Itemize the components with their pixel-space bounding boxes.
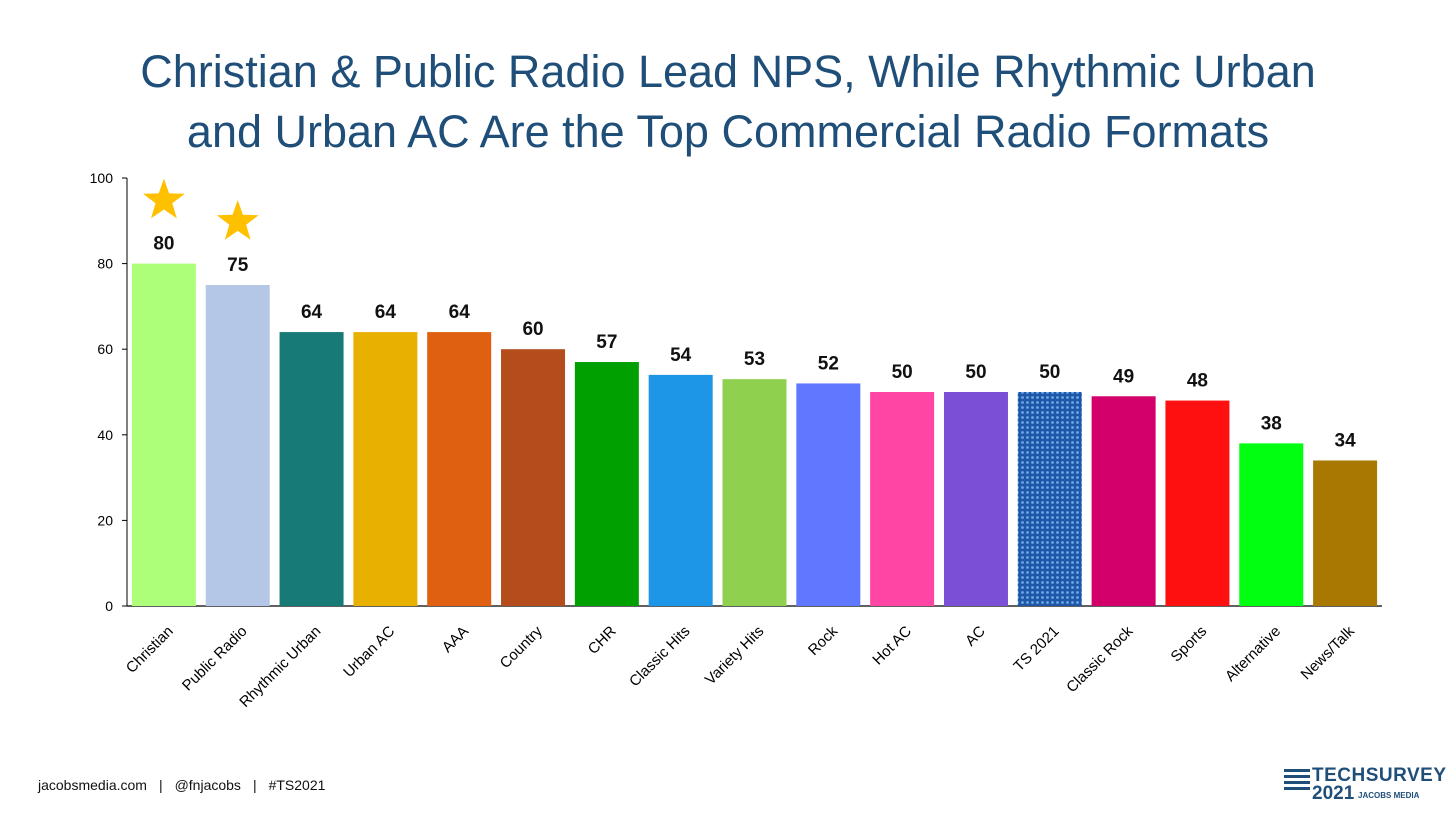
data-label: 50 [892, 362, 913, 383]
x-tick-label: Sports [1168, 623, 1211, 666]
x-tick-label: News/Talk [1298, 622, 1359, 683]
data-label: 64 [301, 302, 323, 323]
bar-ts-2021 [1017, 392, 1082, 606]
logo-sub: JACOBS MEDIA [1358, 791, 1420, 800]
footer: jacobsmedia.com | @fnjacobs | #TS2021 [38, 777, 326, 793]
logo-brand: TECHSURVEY [1312, 765, 1447, 786]
title-line-2: and Urban AC Are the Top Commercial Radi… [186, 106, 1270, 157]
data-label: 54 [670, 345, 692, 366]
x-tick-label: Country [497, 622, 547, 672]
x-tick-label: Christian [123, 623, 177, 677]
bar-public-radio [205, 285, 270, 606]
bar-ac [943, 392, 1008, 606]
chart-title: Christian & Public Radio Lead NPS, While… [0, 42, 1456, 162]
x-tick-label: AAA [439, 623, 472, 656]
bar-country [501, 349, 566, 606]
bar-news-talk [1313, 460, 1378, 606]
bar-alternative [1239, 443, 1304, 606]
bar-hot-ac [870, 392, 935, 606]
x-tick-label: Public Radio [179, 623, 251, 695]
bar-classic-rock [1091, 396, 1156, 606]
x-tick-label: TS 2021 [1010, 623, 1062, 675]
data-label: 38 [1261, 413, 1282, 434]
x-tick-label: Urban AC [340, 623, 398, 681]
y-tick-label-20: 20 [97, 512, 113, 528]
data-label: 50 [965, 362, 986, 383]
data-label: 80 [153, 234, 174, 255]
bar-christian [131, 263, 196, 606]
x-tick-label: AC [962, 623, 989, 650]
bar-variety-hits [722, 379, 787, 606]
logo-year: 2021 [1312, 783, 1355, 804]
data-label: 34 [1335, 430, 1357, 451]
y-tick-label-100: 100 [90, 170, 114, 186]
techsurvey-logo: TECHSURVEY 2021 JACOBS MEDIA [1284, 765, 1446, 805]
star-icon [143, 178, 185, 219]
y-tick-label-80: 80 [97, 256, 113, 272]
logo-lines-icon [1284, 769, 1310, 793]
x-tick-label: Classic Hits [626, 623, 693, 690]
data-label: 53 [744, 349, 765, 370]
data-label: 50 [1039, 362, 1060, 383]
bar-rock [796, 383, 861, 606]
x-tick-label: Alternative [1222, 623, 1284, 685]
bar-sports [1165, 400, 1230, 606]
x-tick-label: CHR [585, 623, 620, 658]
data-label: 52 [818, 353, 839, 374]
title-line-1: Christian & Public Radio Lead NPS, While… [140, 46, 1316, 97]
y-tick-label-60: 60 [97, 341, 113, 357]
data-label: 64 [375, 302, 397, 323]
bar-urban-ac [353, 332, 418, 606]
data-label: 60 [522, 319, 543, 340]
data-label: 64 [449, 302, 471, 323]
x-tick-label: Hot AC [869, 623, 915, 669]
x-tick-label: Classic Rock [1063, 622, 1137, 696]
bar-aaa [427, 332, 492, 606]
data-label: 49 [1113, 366, 1134, 387]
y-tick-label-0: 0 [105, 598, 113, 614]
x-tick-label: Variety Hits [702, 623, 767, 688]
footer-hashtag[interactable]: #TS2021 [268, 777, 326, 793]
y-tick-label-40: 40 [97, 427, 113, 443]
bar-rhythmic-urban [279, 332, 344, 606]
bar-chr [574, 362, 639, 606]
footer-site-link[interactable]: jacobsmedia.com [38, 777, 147, 793]
data-label: 75 [227, 255, 249, 276]
x-tick-label: Rock [805, 622, 842, 659]
data-label: 48 [1187, 371, 1208, 392]
data-label: 57 [596, 332, 617, 353]
footer-handle[interactable]: @fnjacobs [174, 777, 241, 793]
star-icon [216, 200, 259, 240]
x-tick-label: Rhythmic Urban [236, 623, 324, 711]
bar-classic-hits [648, 374, 713, 606]
